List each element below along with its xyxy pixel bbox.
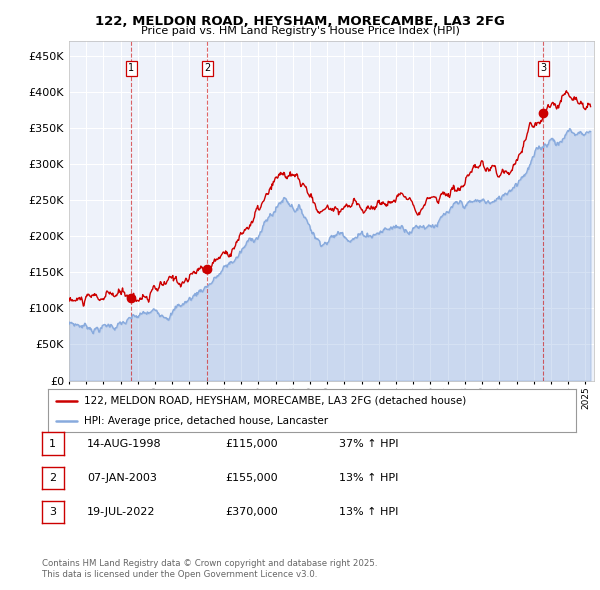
Text: 122, MELDON ROAD, HEYSHAM, MORECAMBE, LA3 2FG (detached house): 122, MELDON ROAD, HEYSHAM, MORECAMBE, LA… (84, 396, 466, 406)
Text: 07-JAN-2003: 07-JAN-2003 (87, 473, 157, 483)
Text: Price paid vs. HM Land Registry's House Price Index (HPI): Price paid vs. HM Land Registry's House … (140, 26, 460, 36)
Text: 2: 2 (204, 64, 211, 73)
Text: 3: 3 (540, 64, 546, 73)
Text: 13% ↑ HPI: 13% ↑ HPI (339, 507, 398, 517)
Text: £155,000: £155,000 (225, 473, 278, 483)
Text: 122, MELDON ROAD, HEYSHAM, MORECAMBE, LA3 2FG: 122, MELDON ROAD, HEYSHAM, MORECAMBE, LA… (95, 15, 505, 28)
Text: 1: 1 (49, 439, 56, 448)
Text: £370,000: £370,000 (225, 507, 278, 517)
Text: HPI: Average price, detached house, Lancaster: HPI: Average price, detached house, Lanc… (84, 417, 328, 426)
Text: Contains HM Land Registry data © Crown copyright and database right 2025.
This d: Contains HM Land Registry data © Crown c… (42, 559, 377, 579)
Text: 2: 2 (49, 473, 56, 483)
Text: 13% ↑ HPI: 13% ↑ HPI (339, 473, 398, 483)
Text: 19-JUL-2022: 19-JUL-2022 (87, 507, 155, 517)
Text: 14-AUG-1998: 14-AUG-1998 (87, 439, 161, 448)
Text: 37% ↑ HPI: 37% ↑ HPI (339, 439, 398, 448)
Text: 3: 3 (49, 507, 56, 517)
Text: 1: 1 (128, 64, 134, 73)
Text: £115,000: £115,000 (225, 439, 278, 448)
